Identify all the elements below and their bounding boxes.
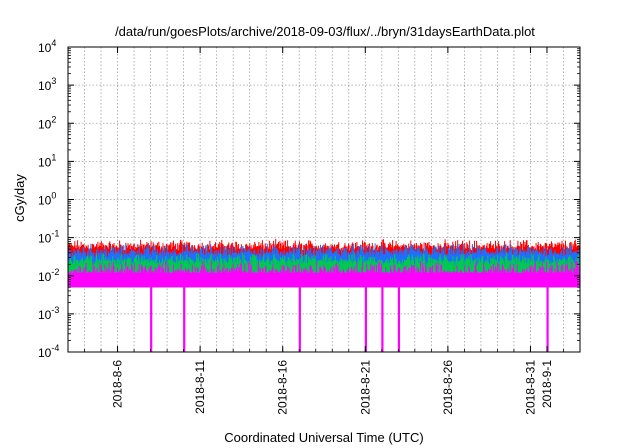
- y-tick-label: 100: [38, 191, 56, 208]
- chart-title: /data/run/goesPlots/archive/2018-09-03/f…: [115, 24, 535, 39]
- series-layer: [68, 238, 580, 352]
- x-tick-label: 2018-8-16: [276, 360, 290, 415]
- y-tick-label: 103: [38, 76, 56, 93]
- dropout-spike: [150, 287, 153, 352]
- x-tick-label: 2018-8-6: [111, 360, 125, 408]
- x-axis-label: Coordinated Universal Time (UTC): [224, 430, 423, 445]
- y-tick-label: 10-1: [38, 229, 59, 246]
- y-tick-label: 102: [38, 114, 56, 131]
- x-tick-label: 2018-8-31: [523, 360, 537, 415]
- x-tick-label: 2018-9-1: [540, 360, 554, 408]
- dropout-spike: [397, 287, 401, 352]
- y-tick-label: 104: [38, 38, 56, 55]
- y-tick-label: 10-3: [38, 305, 59, 322]
- y-axis-label: cGy/day: [12, 174, 27, 222]
- x-tick-label: 2018-8-11: [193, 360, 207, 414]
- x-tick-label: 2018-8-21: [358, 360, 372, 415]
- dropout-spike: [381, 287, 384, 352]
- dropout-spike: [364, 287, 367, 352]
- dropout-spike: [546, 287, 549, 352]
- dropout-spike: [298, 287, 301, 352]
- tick-layer: 104 103 102 101 100 10-1 10-2 10-3 10-4 2018-8-6 2…: [38, 38, 581, 415]
- grid: [68, 47, 580, 352]
- dropout-spike: [183, 287, 186, 352]
- y-tick-label: 10-2: [38, 267, 59, 284]
- y-tick-label: 10-4: [38, 343, 59, 360]
- series-floor-band: [68, 272, 580, 288]
- x-tick-label: 2018-8-26: [441, 360, 455, 415]
- y-tick-label: 101: [38, 152, 56, 169]
